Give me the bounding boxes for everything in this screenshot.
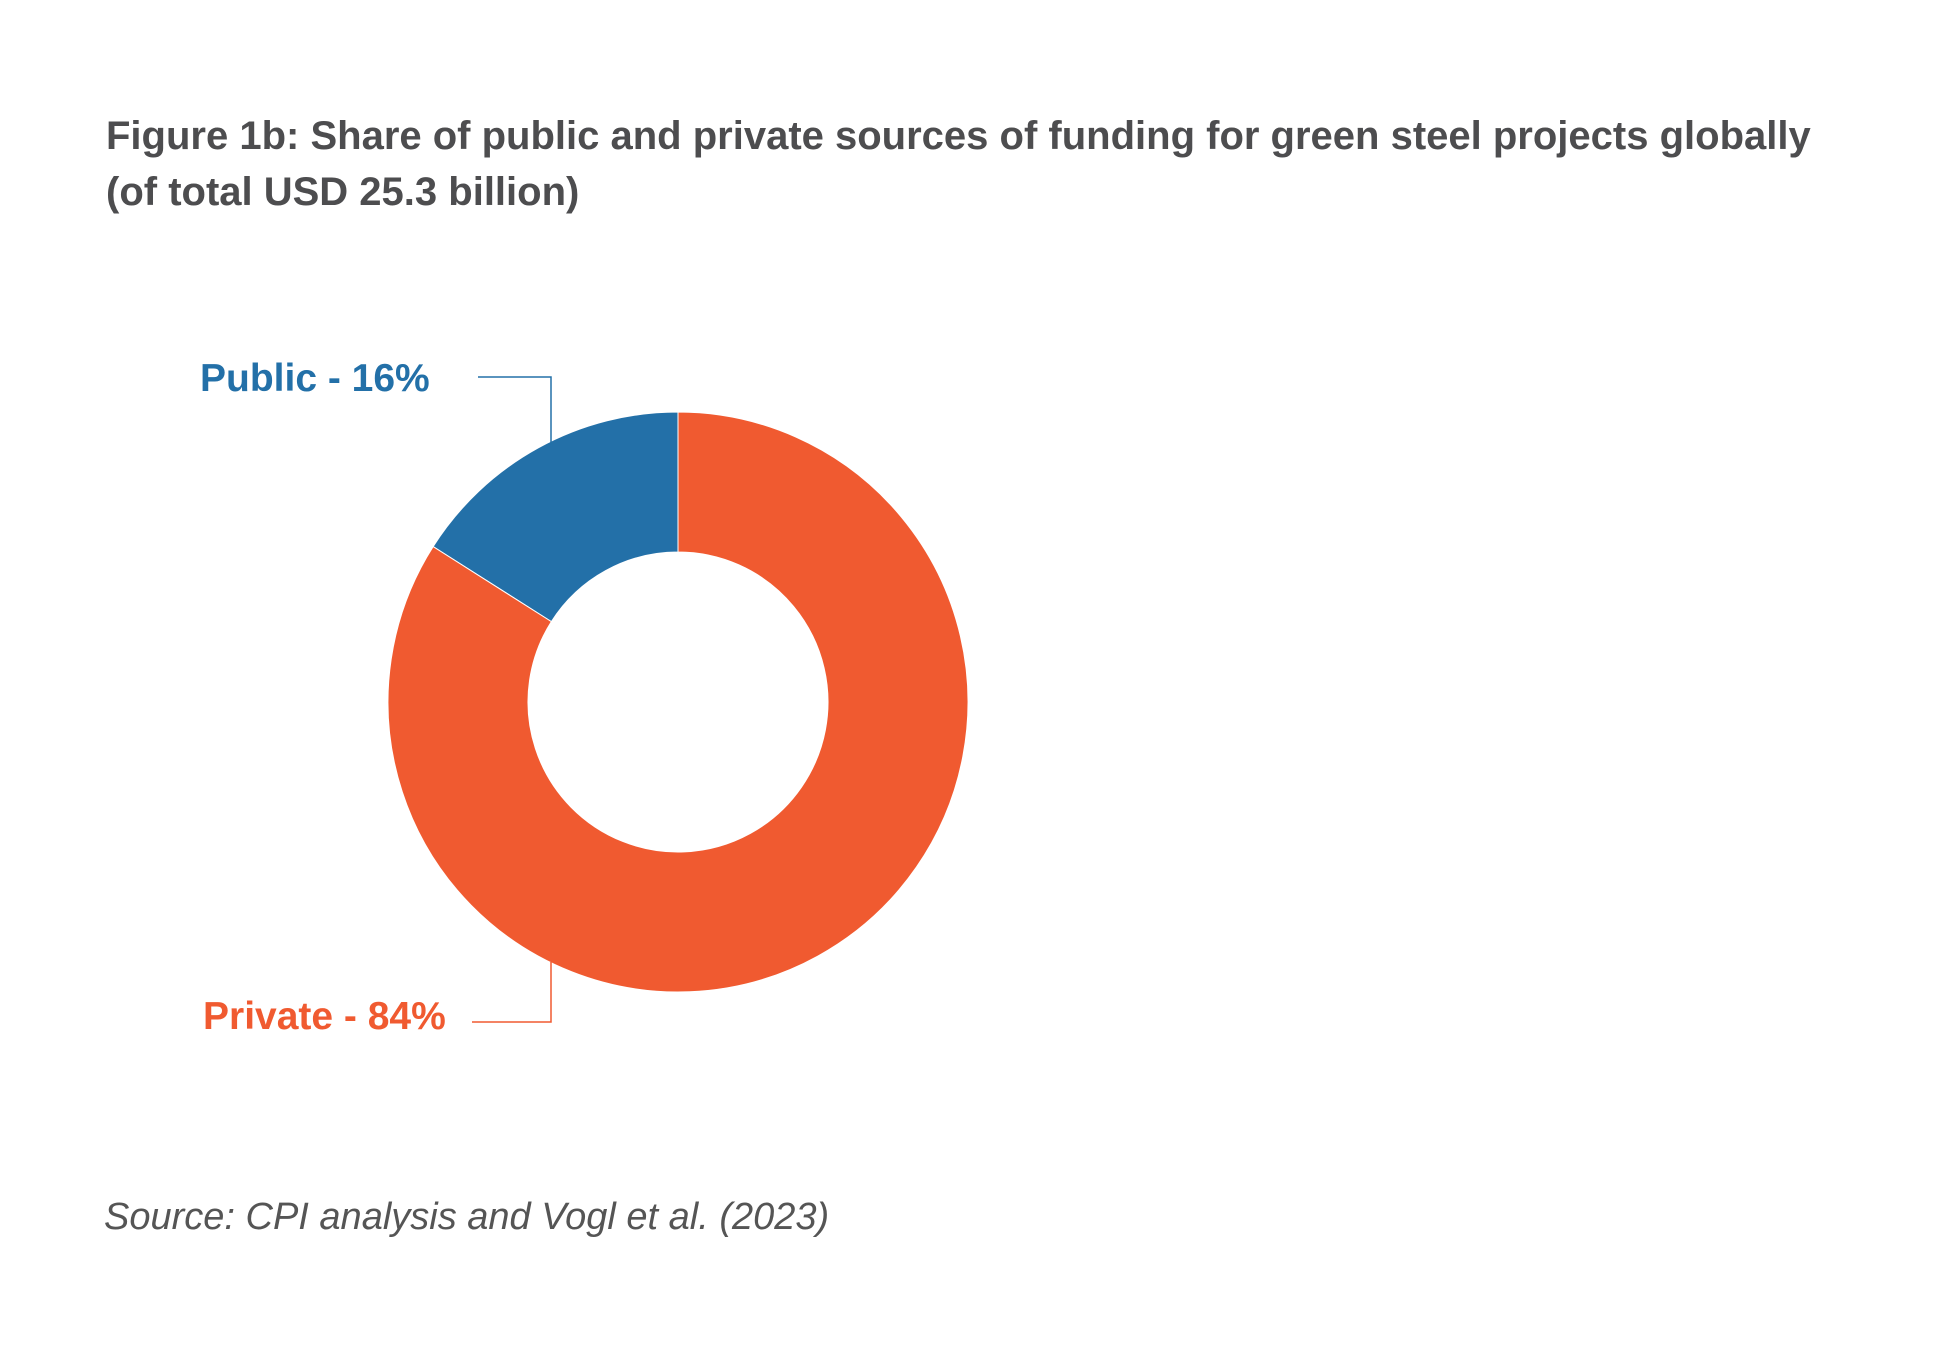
donut-slice-public — [432, 411, 679, 623]
chart-title-line-1: Figure 1b: Share of public and private s… — [106, 114, 1811, 158]
leader-line-private — [472, 962, 552, 1023]
source-note: Source: CPI analysis and Vogl et al. (20… — [104, 1196, 830, 1238]
chart-title-line-2: (of total USD 25.3 billion) — [106, 170, 580, 214]
leader-line-public — [478, 376, 552, 445]
slice-label-public: Public - 16% — [200, 357, 430, 400]
leader-lines — [472, 376, 552, 1023]
donut-slices — [387, 411, 969, 993]
chart-title: Figure 1b: Share of public and private s… — [106, 108, 1886, 220]
donut-slice-private — [387, 411, 969, 993]
slice-label-private: Private - 84% — [203, 995, 446, 1038]
